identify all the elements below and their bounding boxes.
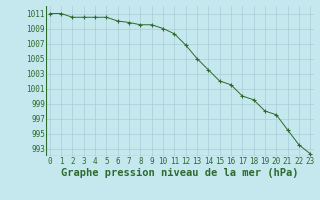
X-axis label: Graphe pression niveau de la mer (hPa): Graphe pression niveau de la mer (hPa) [61,168,299,178]
